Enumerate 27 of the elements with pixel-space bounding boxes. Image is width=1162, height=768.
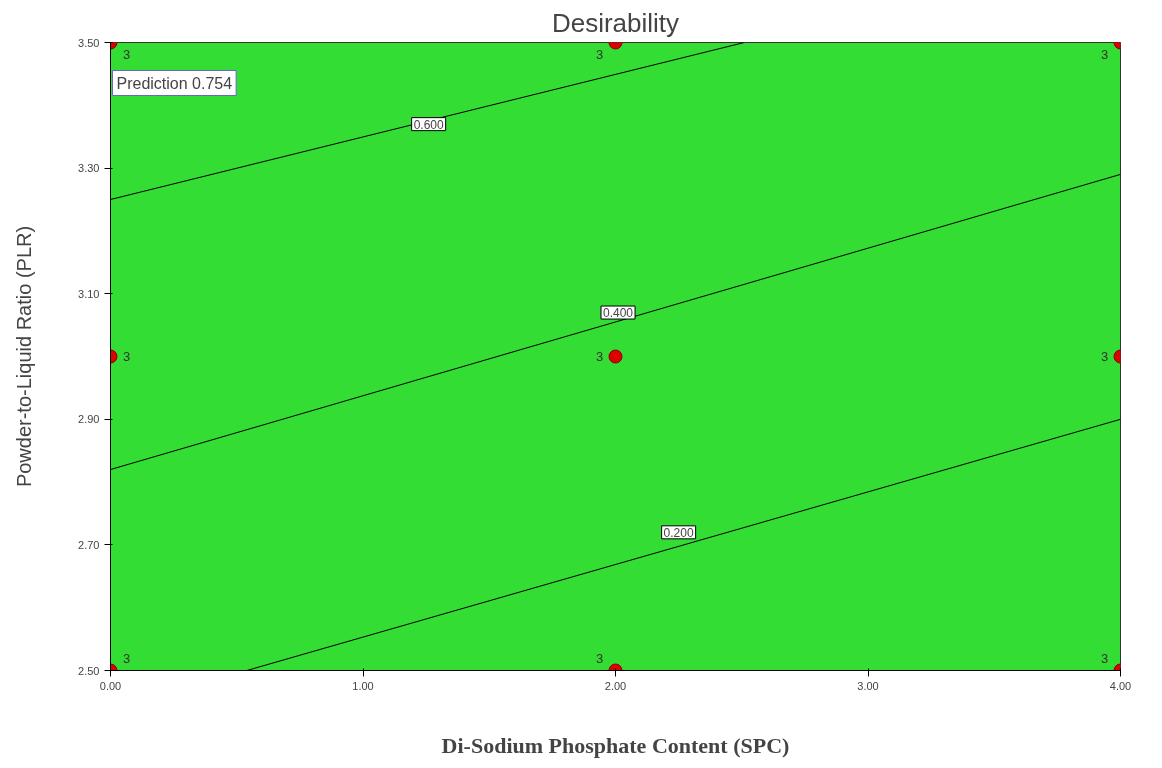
- x-tick-label: 4.00: [1109, 679, 1132, 692]
- y-axis-title: Powder-to-Liquid Ratio (PLR): [13, 225, 36, 488]
- y-tick-label: 3.50: [78, 36, 100, 49]
- data-label: 3: [122, 651, 131, 666]
- data-label: 3: [595, 651, 604, 666]
- annotation: Prediction 0.754: [116, 74, 233, 92]
- annotation: 0.600: [413, 117, 444, 132]
- x-tick-label: 2.00: [604, 679, 627, 692]
- annotation: 0.200: [663, 525, 694, 540]
- data-label: 3: [1100, 651, 1109, 666]
- x-tick-label: 0.00: [99, 679, 122, 692]
- y-tick-label: 3.30: [78, 162, 100, 175]
- data-label: 3: [122, 349, 131, 364]
- y-tick-label: 2.90: [78, 413, 100, 426]
- chart-title: Desirability: [551, 7, 680, 38]
- x-tick-label: 3.00: [857, 679, 879, 692]
- data-label: 3: [595, 349, 604, 364]
- data-label: 3: [122, 47, 131, 62]
- data-label: 3: [595, 47, 604, 62]
- y-tick-label: 2.70: [78, 538, 100, 551]
- annotation: 0.400: [603, 306, 634, 321]
- x-axis-title: Di-Sodium Phosphate Content (SPC): [441, 732, 790, 758]
- y-tick-label: 3.10: [78, 287, 100, 300]
- y-tick-label: 2.50: [78, 664, 100, 677]
- data-label: 3: [1100, 47, 1109, 62]
- x-tick-label: 1.00: [352, 679, 374, 692]
- data-label: 3: [1100, 349, 1109, 364]
